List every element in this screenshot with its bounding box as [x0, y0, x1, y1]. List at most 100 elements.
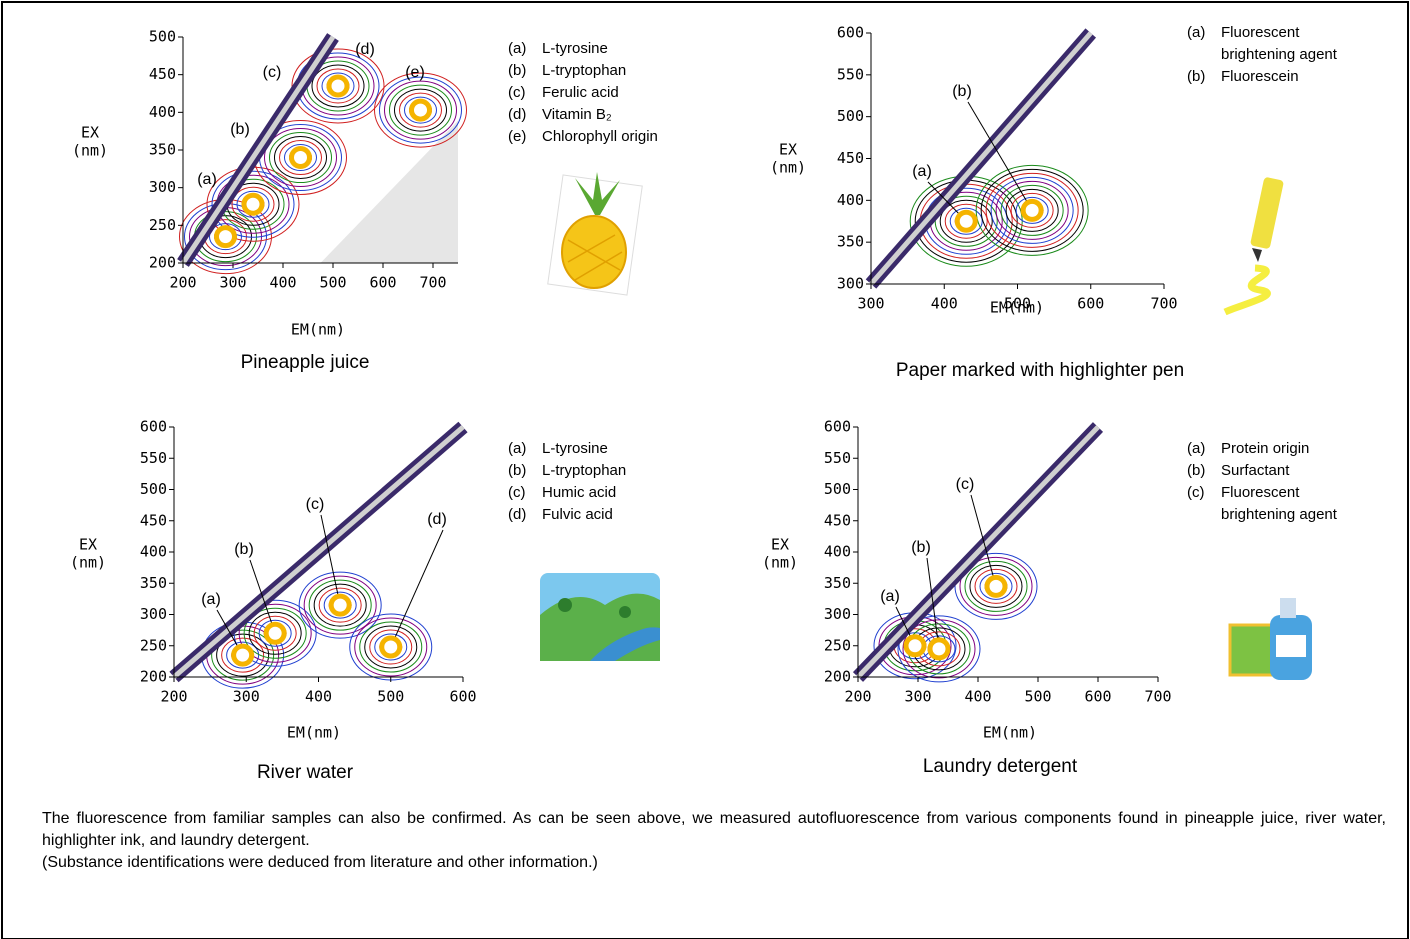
peak-marker: [329, 77, 347, 95]
pineapple-icon: [548, 172, 643, 295]
legend-entry: (b)Surfactant: [1187, 460, 1367, 482]
legend-entry: (c)Humic acid: [508, 482, 688, 504]
y-tick-label: 500: [140, 480, 167, 498]
legend-tag: (b): [1187, 66, 1221, 88]
peak-marker: [957, 212, 975, 230]
peak-label: (d): [355, 41, 375, 58]
legend-tag: (d): [508, 504, 542, 526]
y-tick-label: 300: [837, 275, 864, 293]
y-axis-label: (nm): [70, 554, 106, 572]
chart-title: Paper marked with highlighter pen: [896, 360, 1184, 381]
legend-name: L-tryptophan: [542, 460, 626, 482]
y-tick-label: 500: [149, 28, 176, 46]
x-tick-label: 600: [449, 688, 476, 706]
legend-name: Fluorescent brightening agent: [1221, 482, 1367, 526]
detergent-icon: [1230, 598, 1312, 680]
y-tick-label: 300: [824, 605, 851, 623]
x-tick-label: 200: [160, 688, 187, 706]
y-axis-label: EX: [79, 536, 97, 554]
y-tick-label: 200: [824, 668, 851, 686]
y-axis-label: (nm): [770, 159, 806, 177]
x-tick-label: 600: [1077, 295, 1104, 313]
y-tick-label: 250: [149, 216, 176, 234]
legend-name: Fluorescein: [1221, 66, 1299, 88]
peak-label: (a): [912, 163, 932, 180]
peak-marker: [266, 624, 284, 642]
y-tick-label: 450: [837, 149, 864, 167]
y-tick-label: 550: [824, 449, 851, 467]
legend-tag: (e): [508, 126, 542, 148]
peak-marker: [292, 149, 310, 167]
legend-name: L-tryptophan: [542, 60, 626, 82]
peak-marker: [906, 637, 924, 655]
legend-tag: (c): [508, 482, 542, 504]
chart: 300400500600700300350400450500550600EM(n…: [770, 24, 1184, 382]
x-tick-label: 500: [319, 274, 346, 292]
legend-name: Surfactant: [1221, 460, 1289, 482]
legend: (a)Fluorescent brightening agent(b)Fluor…: [1187, 22, 1367, 88]
peak-label: (b): [952, 83, 972, 100]
y-tick-label: 200: [149, 254, 176, 272]
y-axis-label: EX: [779, 141, 797, 159]
x-tick-label: 700: [419, 274, 446, 292]
peak-marker: [234, 646, 252, 664]
page: 200 300 400 500 600 700 200 250 300 350 400 450 500 E…: [0, 0, 1410, 939]
x-tick-label: 400: [964, 688, 991, 706]
peak-label: (e): [405, 64, 425, 81]
x-tick-label: 200: [169, 274, 196, 292]
legend-entry: (b)L-tryptophan: [508, 60, 688, 82]
y-tick-label: 550: [837, 65, 864, 83]
legend-entry: (d)Vitamin B₂: [508, 104, 688, 126]
y-tick-label: 400: [824, 543, 851, 561]
x-axis-label: EM(nm): [291, 321, 345, 339]
x-tick-label: 200: [844, 688, 871, 706]
x-axis-label: EM(nm): [990, 299, 1044, 317]
legend-name: L-tyrosine: [542, 438, 608, 460]
peak-marker: [331, 596, 349, 614]
legend-entry: (a)Fluorescent brightening agent: [1187, 22, 1367, 66]
y-tick-label: 400: [140, 543, 167, 561]
legend-entry: (a)L-tyrosine: [508, 38, 688, 60]
y-tick-label: 550: [140, 449, 167, 467]
legend-tag: (b): [1187, 460, 1221, 482]
y-tick-label: 500: [824, 480, 851, 498]
landscape-icon: [540, 573, 660, 661]
y-tick-label: 350: [140, 574, 167, 592]
legend-name: Protein origin: [1221, 438, 1309, 460]
x-tick-label: 700: [1144, 688, 1171, 706]
legend: (a)L-tyrosine(b)L-tryptophan(c)Ferulic a…: [508, 38, 688, 148]
y-axis-label: EX: [771, 536, 789, 554]
peak-marker: [987, 577, 1005, 595]
legend-name: Ferulic acid: [542, 82, 619, 104]
highlighter-icon: [1225, 175, 1290, 315]
peak-marker: [217, 228, 235, 246]
legend-entry: (c)Fluorescent brightening agent: [1187, 482, 1367, 526]
legend-tag: (c): [1187, 482, 1221, 526]
legend-entry: (b)Fluorescein: [1187, 66, 1367, 88]
legend-tag: (d): [508, 104, 542, 126]
legend-name: L-tyrosine: [542, 38, 608, 60]
x-tick-label: 600: [369, 274, 396, 292]
legend-tag: (a): [1187, 22, 1221, 66]
legend-entry: (d)Fulvic acid: [508, 504, 688, 526]
x-tick-label: 400: [931, 295, 958, 313]
legend: (a)Protein origin(b)Surfactant(c)Fluores…: [1187, 438, 1367, 526]
x-tick-label: 300: [904, 688, 931, 706]
legend-tag: (a): [508, 38, 542, 60]
y-tick-label: 600: [140, 418, 167, 436]
legend-tag: (b): [508, 60, 542, 82]
legend: (a)L-tyrosine(b)L-tryptophan(c)Humic aci…: [508, 438, 688, 526]
x-tick-label: 300: [233, 688, 260, 706]
y-tick-label: 300: [149, 178, 176, 196]
legend-entry: (a)L-tyrosine: [508, 438, 688, 460]
y-tick-label: 350: [149, 141, 176, 159]
peak-label: (a): [880, 588, 900, 605]
x-tick-label: 400: [269, 274, 296, 292]
peak-label: (a): [201, 591, 221, 608]
peak-label: (b): [911, 539, 931, 556]
caption: The fluorescence from familiar samples c…: [42, 808, 1386, 874]
legend-name: Fluorescent brightening agent: [1221, 22, 1367, 66]
